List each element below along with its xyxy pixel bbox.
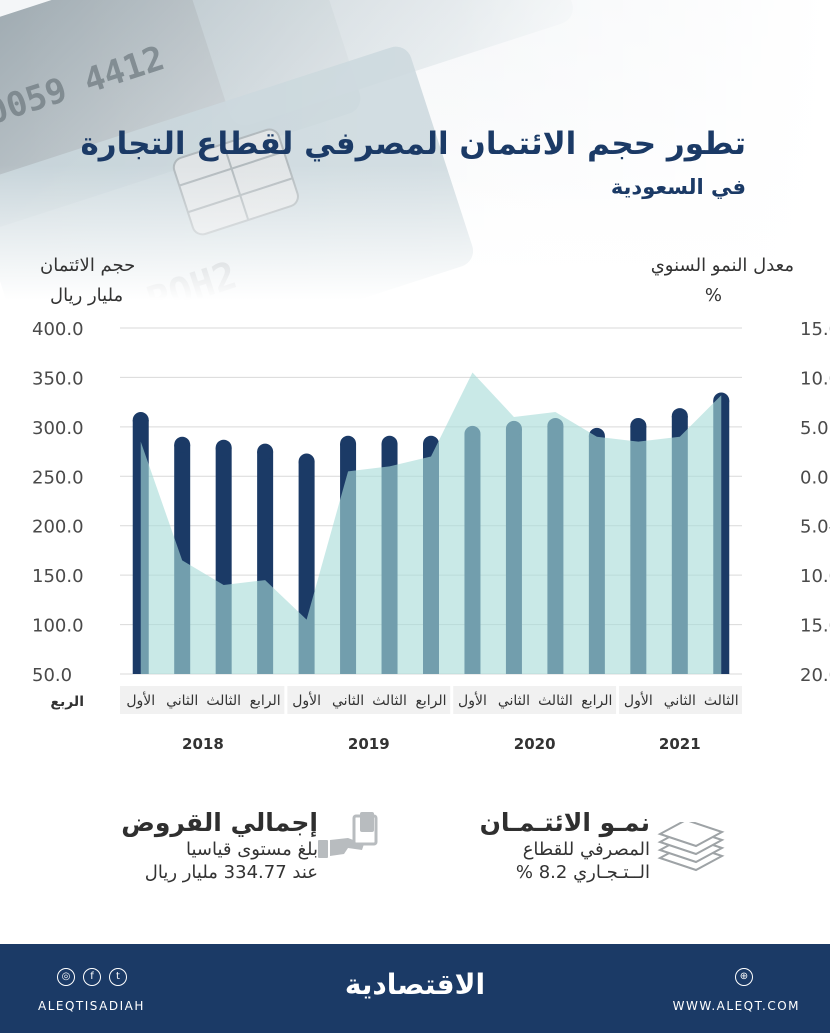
quarter-label: الأول xyxy=(458,691,487,709)
left-tick-label: 300.0 xyxy=(32,418,84,439)
facebook-icon[interactable]: f xyxy=(83,968,101,986)
left-tick-label: 250.0 xyxy=(32,467,84,488)
money-stack-icon xyxy=(657,822,725,872)
credit-bar-cap xyxy=(298,453,315,470)
credit-bar-cap xyxy=(215,439,232,456)
year-label: 2019 xyxy=(348,735,390,753)
loans-stat-line1: بلغ مستوى قياسيا xyxy=(185,839,318,860)
hero-background: 0059 4412 005E POH2 xyxy=(0,0,830,300)
credit-bar-cap xyxy=(257,443,274,460)
credit-bar-cap xyxy=(132,412,149,429)
growth-stat-line2: الــتـجـاري 8.2 % xyxy=(515,862,650,883)
right-axis-title: معدل النمو السنوي xyxy=(650,255,794,276)
right-tick-label: -15.0 xyxy=(800,616,830,637)
left-tick-label: 350.0 xyxy=(32,368,84,389)
growth-stat: نمـو الائتـمـان المصرفي للقطاع الــتـجـا… xyxy=(480,808,650,884)
right-tick-label: -5.0 xyxy=(800,517,830,538)
brand-logo: الاقتصادية xyxy=(344,968,486,1001)
left-axis-unit: مليار ريال xyxy=(50,285,124,306)
right-tick-label: 10.0 xyxy=(800,368,830,389)
loans-stat: إجمالي القروض بلغ مستوى قياسيا عند 334.7… xyxy=(121,808,318,884)
year-label: 2018 xyxy=(182,735,224,753)
social-handle: ALEQTISADIAH xyxy=(38,999,145,1013)
page-title: تطور حجم الائتمان المصرفي لقطاع التجارة xyxy=(80,126,746,162)
credit-bar-cap xyxy=(340,435,357,452)
right-tick-label: -10.0 xyxy=(800,566,830,587)
credit-bar-cap xyxy=(381,435,398,452)
quarter-label: الثالث xyxy=(372,693,407,709)
left-tick-label: 200.0 xyxy=(32,517,84,538)
credit-bar-cap xyxy=(423,435,439,452)
left-tick-label: 50.0 xyxy=(32,665,72,686)
quarter-label: الثالث xyxy=(704,693,739,709)
credit-bar-cap xyxy=(630,417,647,434)
quarter-label: الرابع xyxy=(415,693,446,709)
website-link[interactable]: WWW.ALEQT.COM xyxy=(672,999,800,1013)
credit-chart: 400.0 350.0 300.0 250.0 200.0 150.0 100.0 50.0 1… xyxy=(32,319,830,753)
instagram-icon[interactable]: ◎ xyxy=(57,968,75,986)
quarter-band xyxy=(120,686,742,714)
credit-bar-cap xyxy=(174,436,191,453)
quarter-label: الأول xyxy=(126,691,155,709)
left-axis-title: حجم الائتمان xyxy=(40,255,136,276)
year-label: 2021 xyxy=(659,735,701,753)
credit-bar-cap xyxy=(671,408,688,425)
twitter-icon[interactable]: t xyxy=(109,968,127,986)
quarter-label: الرابع xyxy=(250,693,281,709)
right-tick-label: 0.0 xyxy=(800,467,829,488)
quarter-label: الثالث xyxy=(538,693,573,709)
quarter-label: الأول xyxy=(292,691,321,709)
growth-stat-heading: نمـو الائتـمـان xyxy=(479,808,650,837)
growth-stat-line1: المصرفي للقطاع xyxy=(522,839,650,860)
quarter-header: الربع xyxy=(50,694,84,710)
hand-money-icon xyxy=(318,812,378,858)
right-tick-label: 15.0 xyxy=(800,319,830,340)
quarter-label: الثاني xyxy=(332,693,364,709)
quarter-label: الثاني xyxy=(498,693,530,709)
loans-stat-heading: إجمالي القروض xyxy=(121,808,318,837)
quarter-label: الثالث xyxy=(206,693,241,709)
left-tick-label: 400.0 xyxy=(32,319,84,340)
loans-stat-line2: عند 334.77 مليار ريال xyxy=(144,862,318,883)
right-tick-label: 5.0 xyxy=(800,418,829,439)
credit-cards-illustration: 0059 4412 005E POH2 xyxy=(0,0,830,300)
quarter-label: الثاني xyxy=(166,693,198,709)
page-subtitle: في السعودية xyxy=(610,175,746,199)
quarter-label: الثاني xyxy=(664,693,696,709)
footer-bar: ◎ f t ALEQTISADIAH الاقتصادية ⊕ WWW.ALEQ… xyxy=(0,944,830,1033)
quarter-label: الأول xyxy=(624,691,653,709)
right-tick-label: -20.0 xyxy=(800,665,830,686)
left-tick-label: 100.0 xyxy=(32,616,84,637)
globe-icon[interactable]: ⊕ xyxy=(735,968,753,986)
growth-rate-area xyxy=(140,372,722,674)
left-tick-label: 150.0 xyxy=(32,566,84,587)
quarter-label: الرابع xyxy=(581,693,612,709)
year-label: 2020 xyxy=(514,735,556,753)
right-axis-unit: % xyxy=(704,285,722,306)
